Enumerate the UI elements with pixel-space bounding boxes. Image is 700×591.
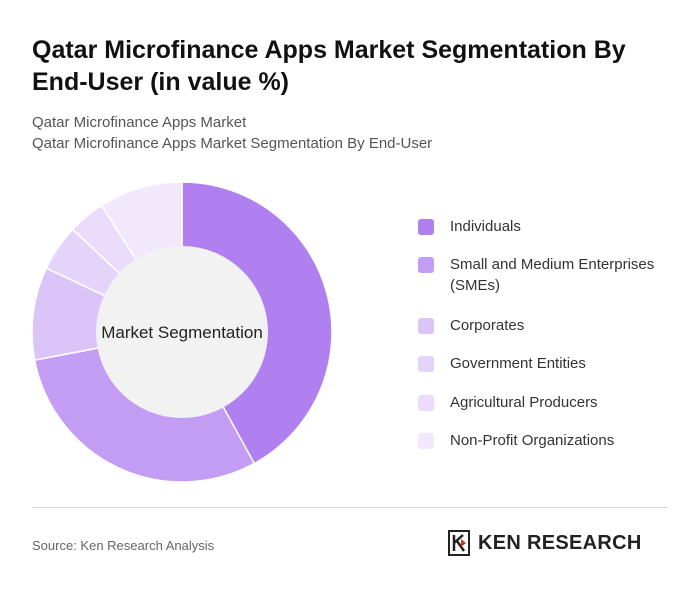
logo-text: KEN RESEARCH bbox=[478, 532, 642, 554]
ken-research-logo: KEN RESEARCH bbox=[448, 530, 670, 558]
donut-hole bbox=[96, 246, 268, 418]
center-label: Market Segmentation bbox=[101, 323, 263, 342]
legend-swatch bbox=[418, 257, 434, 273]
source-note: Source: Ken Research Analysis bbox=[32, 538, 215, 553]
footer-divider bbox=[32, 507, 668, 508]
legend-swatch bbox=[418, 318, 434, 334]
logo-k-icon bbox=[448, 530, 470, 556]
breadcrumb-segmentation: Qatar Microfinance Apps Market Segmentat… bbox=[32, 135, 433, 152]
legend-label: Small and Medium Enterprises (SMEs) bbox=[450, 256, 655, 294]
donut-chart: Market Segmentation bbox=[31, 181, 333, 483]
legend-label: Non-Profit Organizations bbox=[450, 432, 615, 449]
legend-label: Corporates bbox=[450, 317, 525, 334]
breadcrumb-market: Qatar Microfinance Apps Market bbox=[32, 114, 247, 131]
legend-swatch bbox=[418, 219, 434, 235]
legend-swatch bbox=[418, 433, 434, 449]
legend-swatch bbox=[418, 395, 434, 411]
chart-title: Qatar Microfinance Apps Market Segmentat… bbox=[32, 36, 626, 96]
legend-label: Agricultural Producers bbox=[450, 394, 598, 411]
legend-swatch bbox=[418, 356, 434, 372]
legend-label: Government Entities bbox=[450, 355, 586, 372]
legend-label: Individuals bbox=[450, 218, 521, 235]
